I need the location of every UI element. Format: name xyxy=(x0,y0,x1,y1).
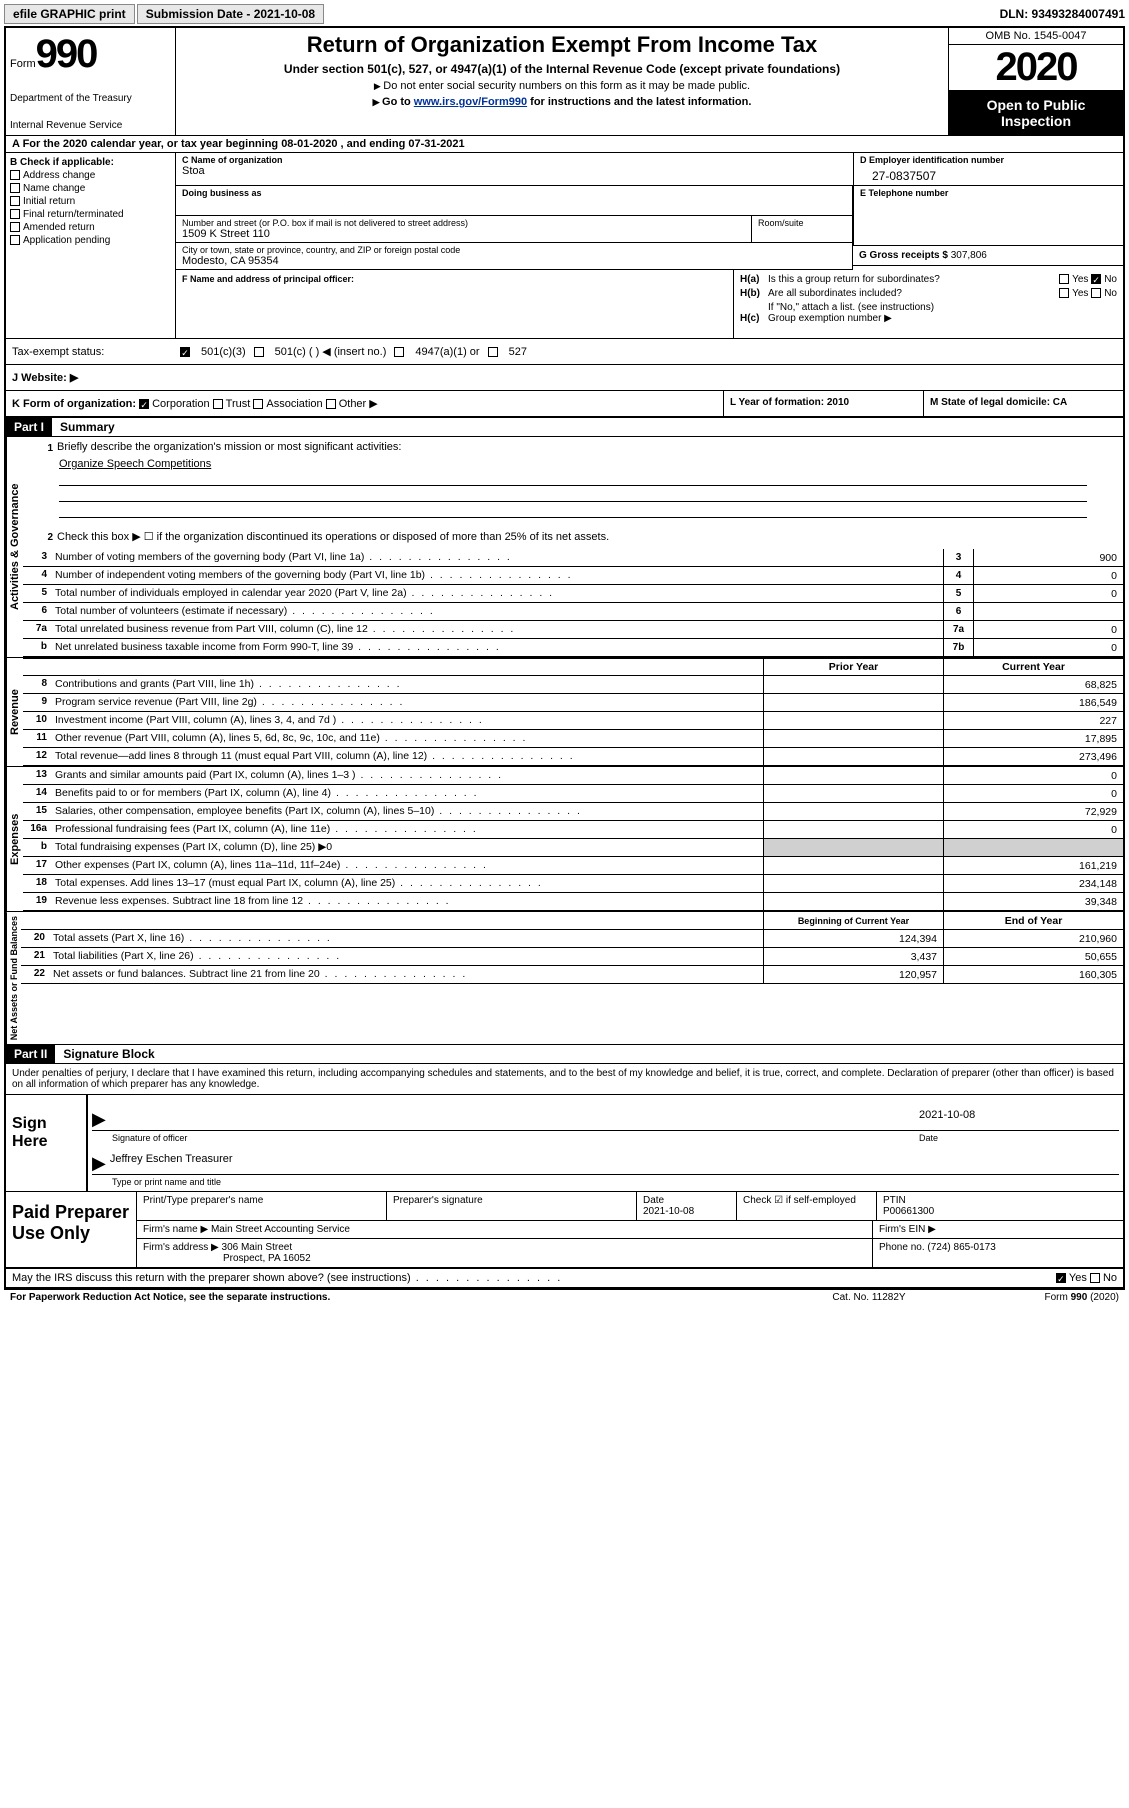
sign-here-label: Sign Here xyxy=(6,1095,86,1191)
ein-cell: D Employer identification number 27-0837… xyxy=(853,153,1123,185)
street-address-cell: Number and street (or P.O. box if mail i… xyxy=(176,216,752,242)
form-word: Form xyxy=(10,58,36,70)
sig-date-value: 2021-10-08 xyxy=(919,1109,1119,1130)
perjury-declaration: Under penalties of perjury, I declare th… xyxy=(6,1064,1123,1095)
chk-final-return[interactable] xyxy=(10,209,20,219)
chk-amended-return[interactable] xyxy=(10,222,20,232)
ssn-note: Do not enter social security numbers on … xyxy=(182,80,942,92)
irs-discuss-no[interactable] xyxy=(1090,1273,1100,1283)
irs-discuss-yes[interactable] xyxy=(1056,1273,1066,1283)
hb-yes[interactable] xyxy=(1059,288,1069,298)
may-irs-discuss: May the IRS discuss this return with the… xyxy=(12,1272,1056,1284)
form-number: 990 xyxy=(36,32,97,77)
firm-address-cell: Firm's address ▶ 306 Main Street Prospec… xyxy=(137,1239,873,1267)
form-container: Form 990 Department of the Treasury Inte… xyxy=(4,26,1125,1290)
preparer-sig-cell: Preparer's signature xyxy=(387,1192,637,1220)
firm-phone-cell: Phone no. (724) 865-0173 xyxy=(873,1239,1123,1267)
goto-post: for instructions and the latest informat… xyxy=(527,96,751,108)
chk-initial-return[interactable] xyxy=(10,196,20,206)
chk-association[interactable] xyxy=(253,399,263,409)
section-h: H(a) Is this a group return for subordin… xyxy=(733,270,1123,338)
tax-exempt-row: Tax-exempt status: 501(c)(3) 501(c) ( ) … xyxy=(6,339,1123,365)
ptin-cell: PTINP00661300 xyxy=(877,1192,1123,1220)
chk-4947a1[interactable] xyxy=(394,347,404,357)
dln-label: DLN: 93493284007491 xyxy=(1000,7,1125,21)
submission-date-button[interactable]: Submission Date - 2021-10-08 xyxy=(137,4,324,24)
part1-title: Summary xyxy=(52,420,115,434)
telephone-cell: E Telephone number xyxy=(853,186,1123,246)
omb-number: OMB No. 1545-0047 xyxy=(949,28,1123,45)
city-state-cell: City or town, state or province, country… xyxy=(176,242,852,269)
dept-irs: Internal Revenue Service xyxy=(10,120,171,131)
side-net-assets: Net Assets or Fund Balances xyxy=(6,912,21,1044)
self-employed-cell: Check ☑ if self-employed xyxy=(737,1192,877,1220)
column-b-checkboxes: B Check if applicable: Address change Na… xyxy=(6,153,176,338)
part2-title: Signature Block xyxy=(55,1047,154,1061)
year-formation: L Year of formation: 2010 xyxy=(723,391,923,416)
form-subtitle: Under section 501(c), 527, or 4947(a)(1)… xyxy=(182,62,942,76)
part2-header: Part II xyxy=(6,1045,55,1063)
gross-receipts-cell: G Gross receipts $ 307,806 xyxy=(853,246,1123,266)
preparer-date-cell: Date2021-10-08 xyxy=(637,1192,737,1220)
header-center: Return of Organization Exempt From Incom… xyxy=(176,28,948,135)
chk-501c[interactable] xyxy=(254,347,264,357)
preparer-name-cell: Print/Type preparer's name xyxy=(137,1192,387,1220)
header-left: Form 990 Department of the Treasury Inte… xyxy=(6,28,176,135)
mission-text: Organize Speech Competitions xyxy=(59,458,1087,470)
chk-527[interactable] xyxy=(488,347,498,357)
form-version: Form 990 (2020) xyxy=(969,1292,1119,1303)
form-of-org: K Form of organization: Corporation Trus… xyxy=(6,391,723,416)
dept-treasury: Department of the Treasury xyxy=(10,93,171,104)
firm-ein-cell: Firm's EIN ▶ xyxy=(873,1221,1123,1238)
form-title: Return of Organization Exempt From Incom… xyxy=(182,32,942,58)
principal-officer-cell: F Name and address of principal officer: xyxy=(176,270,733,338)
header-right: OMB No. 1545-0047 2020 Open to Public In… xyxy=(948,28,1123,135)
cat-number: Cat. No. 11282Y xyxy=(769,1292,969,1303)
row-a-tax-year: A For the 2020 calendar year, or tax yea… xyxy=(6,136,1123,153)
room-suite-cell: Room/suite xyxy=(752,216,852,242)
side-activities-governance: Activities & Governance xyxy=(6,437,23,657)
ha-yes[interactable] xyxy=(1059,274,1069,284)
paid-preparer-label: Paid Preparer Use Only xyxy=(6,1192,136,1267)
part1-header: Part I xyxy=(6,418,52,436)
org-name-cell: C Name of organization Stoa xyxy=(176,153,853,185)
chk-other[interactable] xyxy=(326,399,336,409)
chk-corporation[interactable] xyxy=(139,399,149,409)
chk-application-pending[interactable] xyxy=(10,235,20,245)
side-expenses: Expenses xyxy=(6,767,23,911)
topbar: efile GRAPHIC print Submission Date - 20… xyxy=(4,4,1125,24)
open-public-badge: Open to Public Inspection xyxy=(949,91,1123,135)
col-beginning-year: Beginning of Current Year xyxy=(763,912,943,929)
efile-button[interactable]: efile GRAPHIC print xyxy=(4,4,135,24)
irs-link[interactable]: www.irs.gov/Form990 xyxy=(414,96,527,108)
side-revenue: Revenue xyxy=(6,658,23,766)
goto-pre: Go to xyxy=(373,96,414,108)
chk-501c3[interactable] xyxy=(180,347,190,357)
chk-name-change[interactable] xyxy=(10,183,20,193)
officer-name: Jeffrey Eschen Treasurer xyxy=(110,1153,233,1174)
dba-cell: Doing business as xyxy=(176,186,852,216)
chk-address-change[interactable] xyxy=(10,170,20,180)
col-prior-year: Prior Year xyxy=(763,659,943,675)
paperwork-notice: For Paperwork Reduction Act Notice, see … xyxy=(10,1292,769,1303)
col-b-header: B Check if applicable: xyxy=(10,157,171,168)
chk-trust[interactable] xyxy=(213,399,223,409)
col-end-year: End of Year xyxy=(943,912,1123,929)
website-row: J Website: ▶ xyxy=(6,365,1123,391)
state-domicile: M State of legal domicile: CA xyxy=(923,391,1123,416)
col-current-year: Current Year xyxy=(943,659,1123,675)
ha-no[interactable] xyxy=(1091,274,1101,284)
hb-no[interactable] xyxy=(1091,288,1101,298)
firm-name-cell: Firm's name ▶ Main Street Accounting Ser… xyxy=(137,1221,873,1238)
tax-year: 2020 xyxy=(949,45,1123,91)
